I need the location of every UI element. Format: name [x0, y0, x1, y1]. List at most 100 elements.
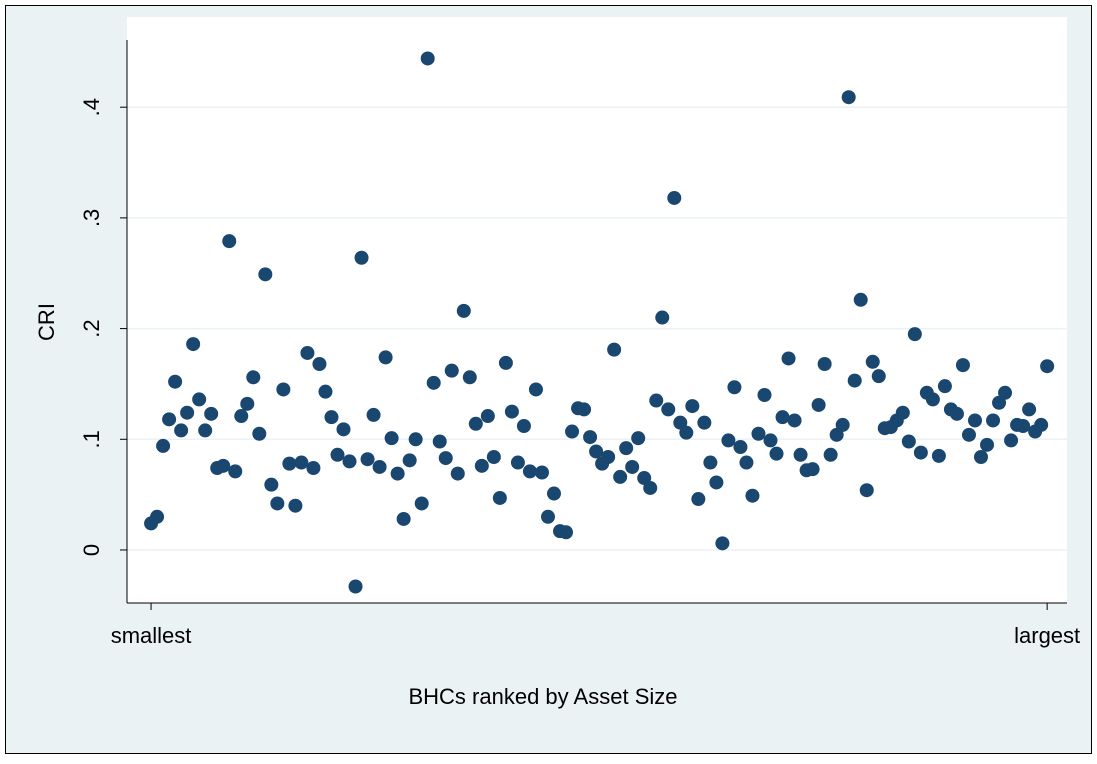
data-point	[336, 422, 351, 437]
data-point	[619, 441, 634, 456]
data-point	[667, 190, 682, 205]
data-point	[661, 402, 676, 417]
data-point	[955, 358, 970, 373]
data-point	[805, 462, 820, 477]
data-point	[865, 354, 880, 369]
data-point	[432, 434, 447, 449]
data-point	[450, 466, 465, 481]
data-point	[498, 355, 513, 370]
data-point	[300, 345, 315, 360]
data-point	[528, 382, 543, 397]
data-point	[967, 413, 982, 428]
data-point	[613, 469, 628, 484]
data-point	[871, 369, 886, 384]
data-point	[330, 447, 345, 462]
data-point	[324, 410, 339, 425]
data-point	[522, 464, 537, 479]
data-point	[516, 418, 531, 433]
data-point	[1022, 402, 1037, 417]
data-point	[240, 396, 255, 411]
data-point	[162, 412, 177, 427]
data-point	[733, 440, 748, 455]
data-point	[294, 455, 309, 470]
data-point	[583, 430, 598, 445]
data-point	[180, 405, 195, 420]
data-point	[859, 483, 874, 498]
data-point	[486, 449, 501, 464]
data-point	[462, 370, 477, 385]
data-point	[1040, 359, 1055, 374]
x-tick-label: largest	[1014, 623, 1080, 648]
data-point	[847, 373, 862, 388]
data-point	[534, 465, 549, 480]
plot-region	[127, 17, 1067, 603]
data-point	[198, 423, 213, 438]
data-point	[559, 525, 574, 540]
data-point	[817, 357, 832, 372]
data-point	[228, 464, 243, 479]
data-point	[937, 379, 952, 394]
data-point	[426, 375, 441, 390]
data-point	[625, 459, 640, 474]
data-point	[649, 393, 664, 408]
data-point	[492, 490, 507, 505]
data-point	[631, 431, 646, 446]
data-point	[504, 404, 519, 419]
data-point	[252, 426, 267, 441]
data-point	[823, 447, 838, 462]
data-point	[276, 382, 291, 397]
data-point	[763, 433, 778, 448]
data-point	[270, 496, 285, 511]
data-point	[565, 424, 580, 439]
data-point	[1034, 417, 1049, 432]
axes: 0 .1 .2 .3 .4 smallest largest	[79, 40, 1080, 648]
data-point	[781, 351, 796, 366]
data-point	[775, 410, 790, 425]
data-point	[721, 433, 736, 448]
data-point	[697, 415, 712, 430]
data-point	[414, 496, 429, 511]
data-point	[318, 384, 333, 399]
data-point	[420, 51, 435, 66]
data-point	[444, 363, 459, 378]
data-point	[234, 409, 249, 424]
data-point	[925, 392, 940, 407]
data-point	[402, 453, 417, 468]
data-point	[931, 448, 946, 463]
data-point	[679, 425, 694, 440]
data-point	[354, 250, 369, 265]
data-point	[342, 454, 357, 469]
data-point	[715, 536, 730, 551]
data-point	[986, 413, 1001, 428]
data-point	[312, 357, 327, 372]
data-point	[378, 350, 393, 365]
data-point	[216, 458, 231, 473]
data-point	[589, 444, 604, 459]
data-point	[607, 342, 622, 357]
y-tick-label: .2	[79, 319, 104, 337]
data-point	[841, 90, 856, 105]
data-point	[372, 459, 387, 474]
data-point	[751, 426, 766, 441]
data-point	[264, 477, 279, 492]
data-point	[348, 579, 363, 594]
data-point	[468, 416, 483, 431]
data-point	[811, 397, 826, 412]
data-point	[961, 427, 976, 442]
data-point	[282, 456, 297, 471]
data-point	[907, 327, 922, 342]
data-point	[384, 431, 399, 446]
data-point	[540, 509, 555, 524]
data-point	[643, 480, 658, 495]
data-point	[913, 445, 928, 460]
y-tick-label: .4	[79, 98, 104, 116]
y-tick-label: .1	[79, 430, 104, 448]
data-point	[901, 434, 916, 449]
data-point	[793, 447, 808, 462]
data-point	[480, 409, 495, 424]
y-tick-label: .3	[79, 209, 104, 227]
data-point	[474, 458, 489, 473]
data-point	[998, 385, 1013, 400]
data-point	[691, 492, 706, 507]
data-point	[360, 452, 375, 467]
